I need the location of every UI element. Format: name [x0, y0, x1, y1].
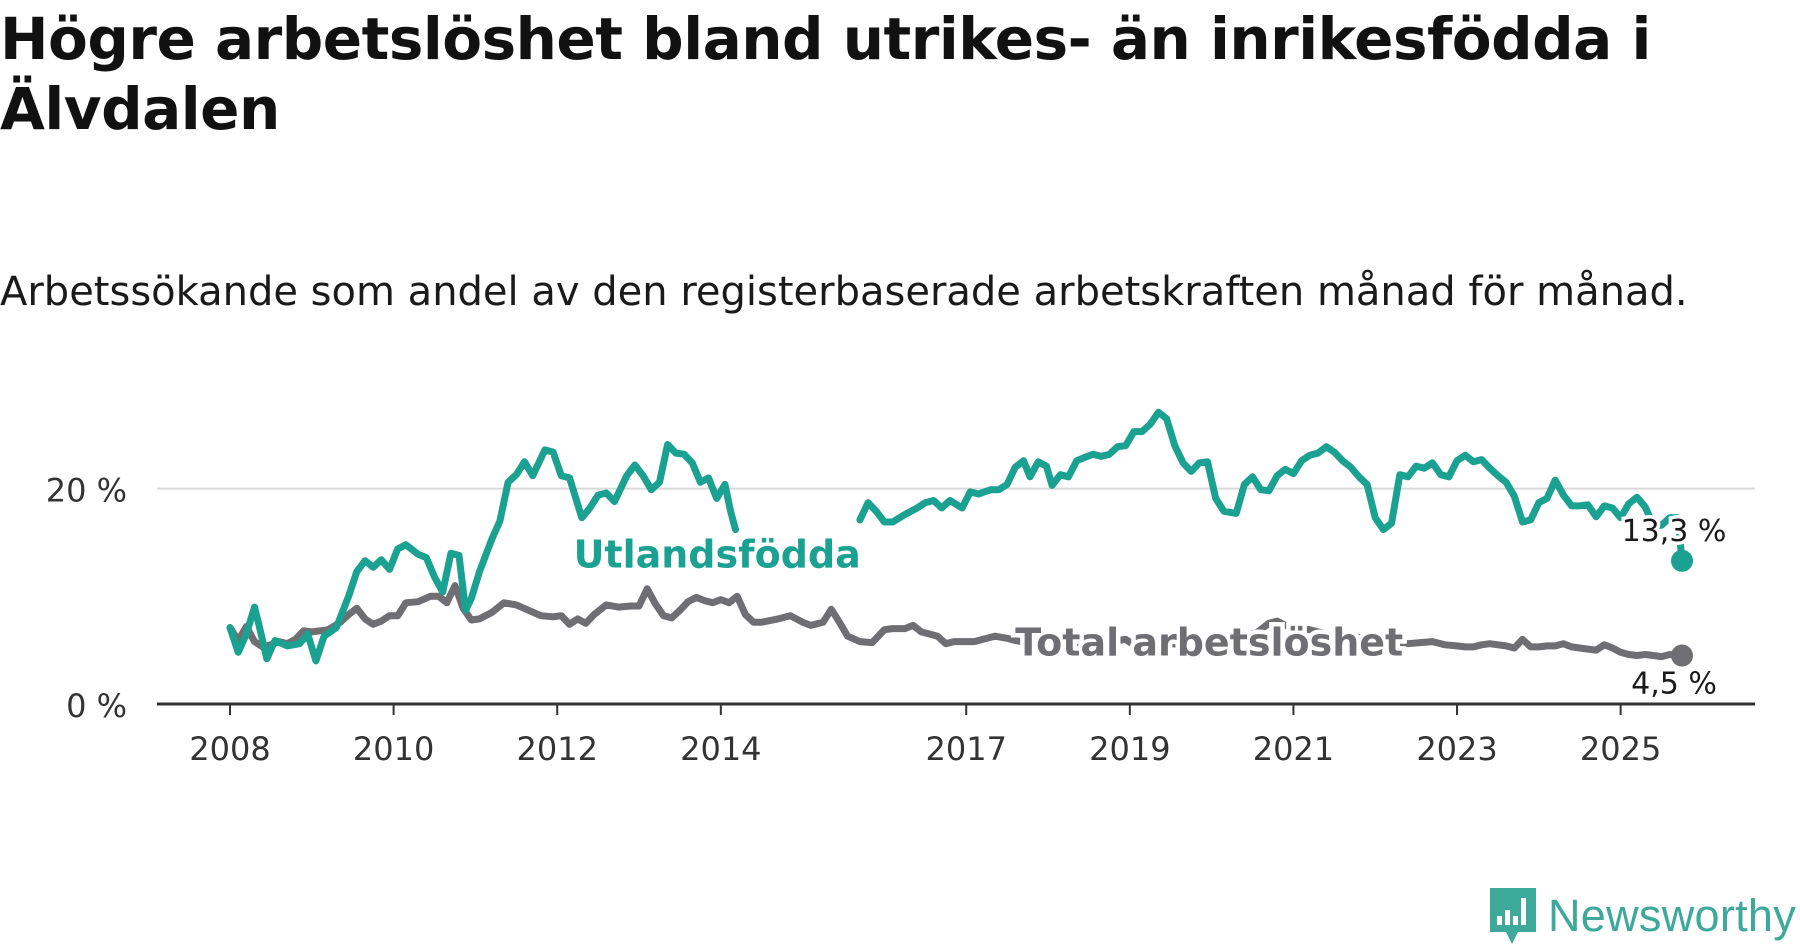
end-value-label-total: 4,5 %	[1631, 667, 1717, 702]
series-labels: 13,3 % 4,5 % Utlandsfödda Total arbetslöshe…	[569, 510, 1730, 705]
brand-name: Newsworthy	[1548, 890, 1797, 941]
series-name-label-utlandsfodda: Utlandsfödda	[574, 532, 861, 576]
series-name-label-total: Total arbetslöshet	[1015, 621, 1403, 665]
y-axis-tick-labels: 0 % 20 %	[46, 472, 127, 725]
end-marker-total	[1671, 644, 1693, 667]
x-tick-label: 2023	[1416, 730, 1497, 768]
newsworthy-logo: Newsworthy	[1488, 885, 1796, 947]
x-tick-label: 2019	[1089, 730, 1170, 768]
series-lines	[226, 408, 1686, 665]
chart-subtitle: Arbetssökande som andel av den registerb…	[0, 269, 1688, 315]
x-tick-label: 2010	[353, 730, 434, 768]
y-tick-label: 20 %	[46, 472, 127, 510]
y-tick-label: 0 %	[66, 687, 127, 725]
x-tick-label: 2012	[516, 730, 597, 768]
chart-title: Högre arbetslöshet bland utrikes- än inr…	[0, 5, 1651, 143]
x-axis	[157, 702, 1755, 715]
x-tick-label: 2017	[926, 730, 1007, 768]
x-tick-label: 2008	[189, 730, 270, 768]
end-value-label-utlandsfodda: 13,3 %	[1622, 514, 1727, 549]
series-line-total	[226, 582, 1686, 661]
x-tick-label: 2021	[1253, 730, 1334, 768]
x-tick-label: 2025	[1580, 730, 1661, 768]
x-tick-label: 2014	[680, 730, 761, 768]
series-line-utlandsfodda	[226, 408, 1686, 665]
x-axis-tick-labels: 2008 2010 2012 2014 2017 2019 2021 2023 2025	[189, 730, 1661, 768]
end-marker-utlandsfodda	[1671, 549, 1693, 572]
newsworthy-chart-icon	[1490, 888, 1536, 944]
